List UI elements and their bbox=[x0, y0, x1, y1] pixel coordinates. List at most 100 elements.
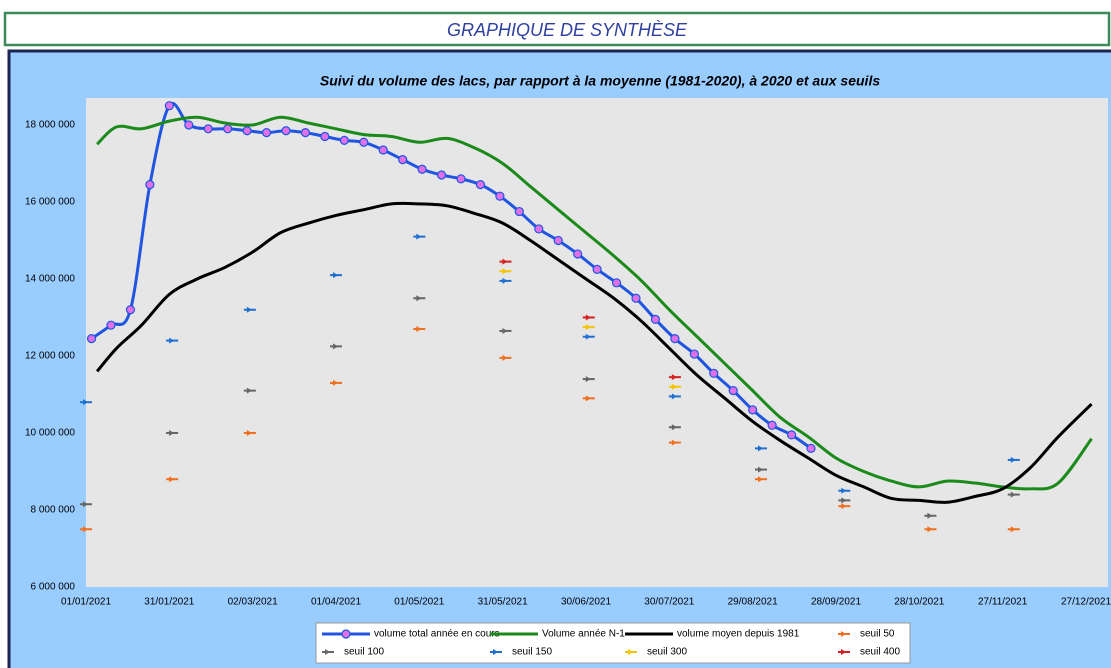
threshold-arrow bbox=[333, 343, 338, 350]
threshold-mark bbox=[668, 439, 681, 446]
threshold-mark bbox=[1007, 456, 1020, 463]
threshold-arrow bbox=[671, 424, 677, 431]
threshold-mark bbox=[625, 649, 637, 655]
x-tick-label: 31/01/2021 bbox=[144, 597, 194, 608]
threshold-arrow bbox=[927, 526, 933, 533]
threshold-arrow bbox=[246, 387, 252, 394]
data-point bbox=[728, 386, 738, 396]
data-point bbox=[341, 629, 351, 639]
threshold-mark bbox=[924, 512, 937, 519]
threshold-mark bbox=[166, 337, 179, 344]
threshold-arrow bbox=[758, 466, 763, 473]
threshold-mark bbox=[330, 343, 342, 350]
legend-label: seuil 300 bbox=[647, 647, 687, 658]
threshold-mark bbox=[582, 333, 595, 340]
banner-title: GRAPHIQUE DE SYNTHÈSE bbox=[447, 20, 688, 40]
x-tick-label: 28/09/2021 bbox=[811, 597, 861, 608]
y-tick-label: 16 000 000 bbox=[25, 197, 75, 208]
data-point bbox=[417, 164, 427, 174]
threshold-arrow bbox=[83, 501, 88, 508]
x-tick-label: 30/06/2021 bbox=[561, 597, 611, 608]
threshold-arrow bbox=[841, 487, 847, 494]
data-point bbox=[145, 180, 155, 190]
threshold-arrow bbox=[841, 631, 846, 637]
data-point bbox=[320, 131, 330, 142]
threshold-arrow bbox=[502, 327, 508, 334]
legend-label: Volume année N-1 bbox=[542, 629, 625, 640]
threshold-mark bbox=[499, 354, 512, 361]
data-point bbox=[475, 180, 486, 190]
threshold-mark bbox=[80, 399, 92, 406]
data-point bbox=[650, 314, 661, 324]
threshold-mark bbox=[490, 649, 502, 655]
banner bbox=[3, 11, 1111, 47]
legend-label: volume total année en cours bbox=[374, 629, 500, 640]
data-point bbox=[806, 443, 816, 453]
threshold-arrow bbox=[671, 439, 677, 446]
x-tick-label: 01/04/2021 bbox=[311, 597, 361, 608]
y-tick-label: 14 000 000 bbox=[25, 274, 75, 285]
threshold-arrow bbox=[841, 497, 847, 504]
legend-label: seuil 400 bbox=[860, 647, 900, 658]
legend bbox=[315, 622, 911, 664]
threshold-arrow bbox=[927, 512, 933, 519]
threshold-arrow bbox=[1010, 491, 1016, 498]
threshold-mark bbox=[838, 503, 851, 510]
threshold-mark bbox=[413, 233, 426, 240]
threshold-mark bbox=[499, 268, 512, 275]
threshold-mark bbox=[838, 487, 851, 494]
data-point bbox=[281, 126, 291, 136]
threshold-mark bbox=[413, 326, 426, 333]
threshold-mark bbox=[838, 631, 850, 637]
series-line bbox=[96, 115, 1093, 491]
threshold-mark bbox=[838, 497, 851, 504]
threshold-arrow bbox=[333, 272, 338, 279]
x-tick-label: 31/05/2021 bbox=[478, 597, 528, 608]
legend-label: seuil 150 bbox=[512, 647, 552, 658]
threshold-arrow bbox=[502, 354, 508, 361]
data-point bbox=[125, 305, 136, 315]
threshold-arrow bbox=[502, 258, 508, 265]
data-point bbox=[611, 278, 622, 288]
threshold-arrow bbox=[628, 649, 633, 655]
threshold-arrow bbox=[502, 277, 508, 284]
threshold-arrow bbox=[585, 314, 591, 321]
threshold-mark bbox=[924, 526, 937, 533]
threshold-mark bbox=[499, 327, 512, 334]
legend-label: volume moyen depuis 1981 bbox=[677, 629, 800, 640]
x-tick-label: 27/11/2021 bbox=[978, 597, 1028, 608]
data-point bbox=[689, 349, 699, 359]
data-point bbox=[242, 126, 252, 136]
x-tick-label: 01/05/2021 bbox=[394, 597, 444, 608]
legend-label: seuil 100 bbox=[344, 647, 384, 658]
threshold-mark bbox=[499, 277, 512, 284]
data-point bbox=[86, 334, 97, 344]
threshold-arrow bbox=[841, 649, 846, 655]
data-point bbox=[514, 206, 524, 217]
threshold-arrow bbox=[671, 374, 677, 381]
data-point bbox=[670, 334, 680, 344]
x-tick-label: 28/10/2021 bbox=[894, 597, 944, 608]
threshold-mark bbox=[322, 649, 334, 655]
x-tick-label: 29/08/2021 bbox=[728, 597, 778, 608]
data-point bbox=[573, 249, 583, 259]
data-point bbox=[748, 405, 758, 415]
threshold-mark bbox=[668, 424, 681, 431]
threshold-mark bbox=[668, 393, 681, 400]
threshold-mark bbox=[166, 429, 179, 436]
threshold-arrow bbox=[416, 295, 422, 302]
data-point bbox=[398, 155, 408, 165]
data-point bbox=[203, 124, 213, 134]
threshold-arrow bbox=[585, 376, 591, 383]
legend-label: seuil 50 bbox=[860, 629, 895, 640]
y-tick-label: 6 000 000 bbox=[31, 582, 76, 593]
threshold-arrow bbox=[1010, 456, 1016, 463]
data-point bbox=[223, 124, 233, 134]
threshold-arrow bbox=[585, 324, 591, 331]
data-point bbox=[495, 191, 505, 201]
threshold-arrow bbox=[585, 395, 591, 402]
threshold-mark bbox=[243, 387, 256, 394]
data-point bbox=[106, 320, 116, 330]
